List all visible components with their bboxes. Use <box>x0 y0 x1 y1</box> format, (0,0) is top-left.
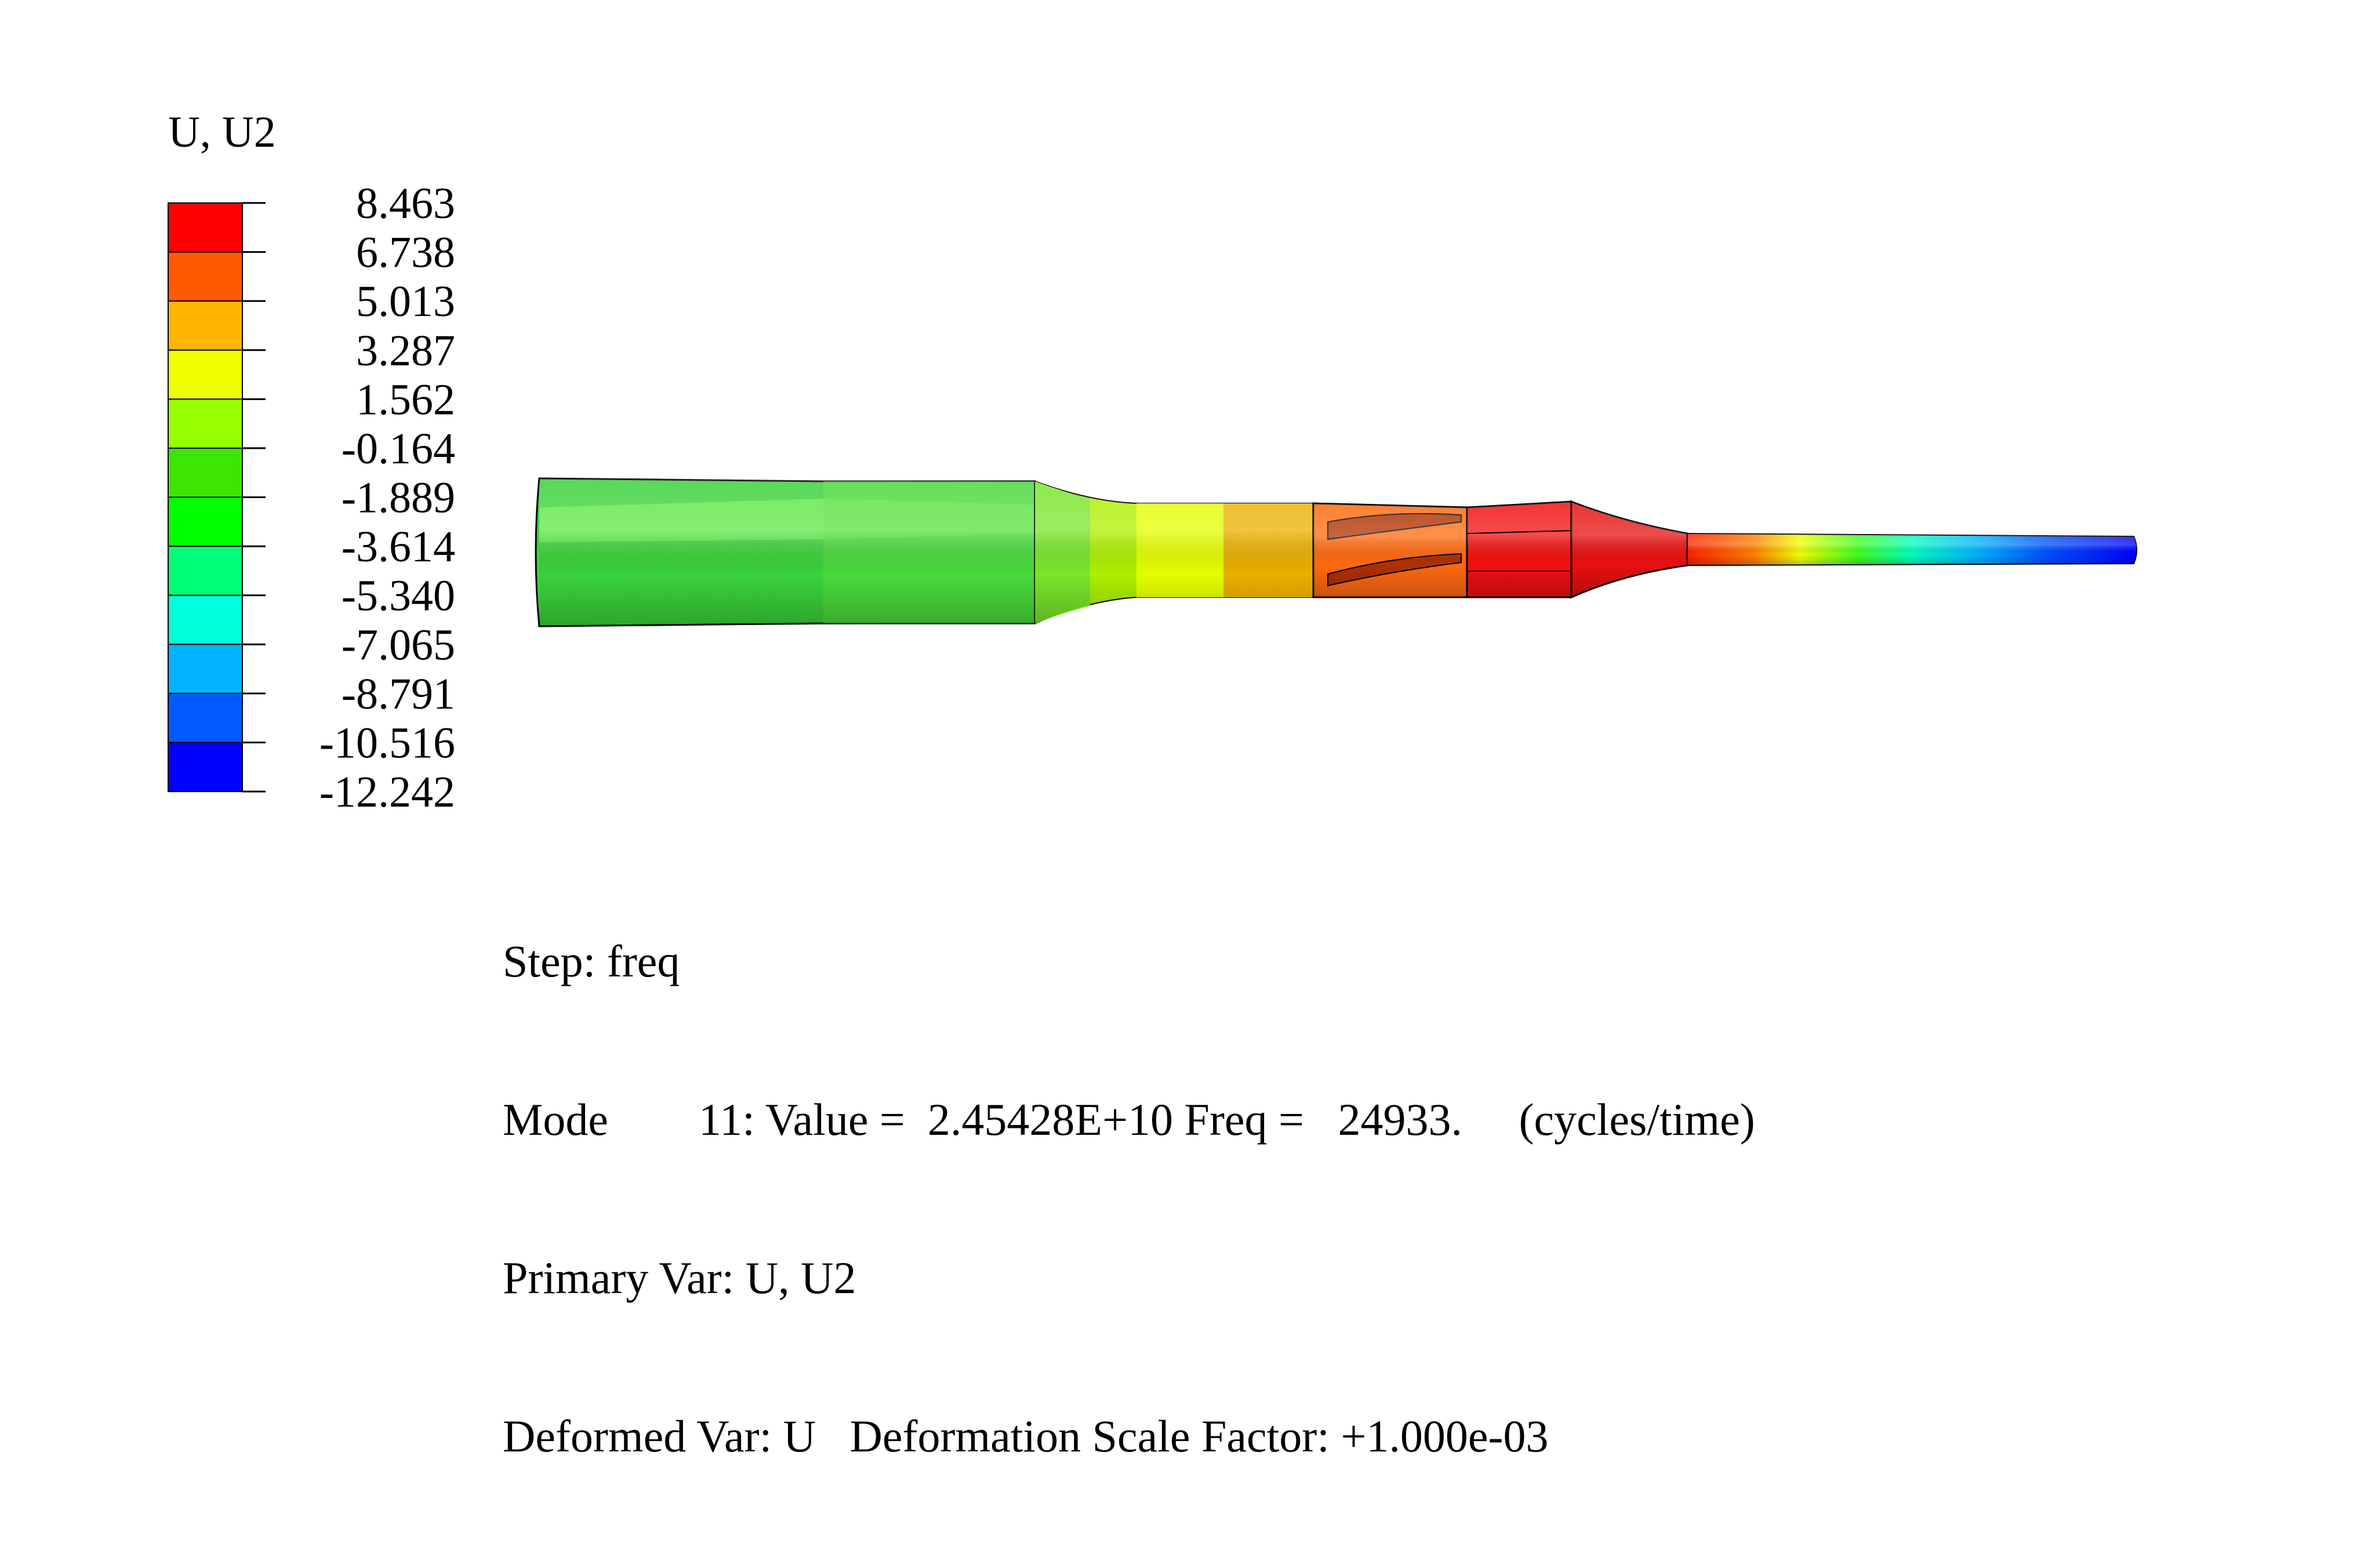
legend-swatch <box>168 202 243 253</box>
legend-value-label: 6.738 <box>356 228 455 277</box>
model-cylinder-shade <box>539 478 1035 626</box>
legend-swatch <box>168 546 243 596</box>
legend-value-label: -0.164 <box>342 424 455 473</box>
legend-value-label: 1.562 <box>356 375 455 424</box>
legend-swatch <box>168 349 243 400</box>
info-block: Step: freq Mode 11: Value = 2.45428E+10 … <box>503 829 1755 1568</box>
legend-value-label: -1.889 <box>342 474 455 522</box>
legend-labels: 8.4636.7385.0133.2871.562-0.164-1.889-3.… <box>242 179 455 816</box>
legend-value-label: 8.463 <box>356 179 455 228</box>
legend-title: U, U2 <box>168 108 276 157</box>
deformed-model <box>535 477 2137 627</box>
legend-color-bar <box>168 202 243 792</box>
scene: 8.4636.7385.0133.2871.562-0.164-1.889-3.… <box>168 179 2137 816</box>
primary-var-text: Primary Var: U, U2 <box>503 1253 856 1303</box>
mode-text: Mode 11: Value = 2.45428E+10 Freq = 2493… <box>503 1094 1755 1145</box>
step-text: Step: freq <box>503 936 680 986</box>
legend-swatch <box>168 496 243 547</box>
legend-swatch <box>168 644 243 694</box>
legend-value-label: -10.516 <box>319 718 455 767</box>
legend-swatch <box>168 742 243 792</box>
legend-value-label: -12.242 <box>319 768 455 816</box>
legend-swatch <box>168 594 243 645</box>
legend-swatch <box>168 447 243 498</box>
legend-value-label: -5.340 <box>342 572 455 620</box>
legend-value-label: -3.614 <box>342 522 455 571</box>
legend-swatch <box>168 300 243 351</box>
deformed-var-text: Deformed Var: U Deformation Scale Factor… <box>503 1411 1549 1461</box>
legend-value-label: -7.065 <box>342 620 455 669</box>
viewport: U, U2 8.463 6.738 5.013 3.287 1.562 -0.1 <box>168 108 2137 1461</box>
legend-swatch <box>168 692 243 743</box>
legend-value-label: -8.791 <box>342 670 455 718</box>
legend-swatch <box>168 398 243 449</box>
legend-swatch <box>168 251 243 302</box>
legend-value-label: 5.013 <box>356 277 455 326</box>
legend-value-label: 3.287 <box>356 326 455 375</box>
